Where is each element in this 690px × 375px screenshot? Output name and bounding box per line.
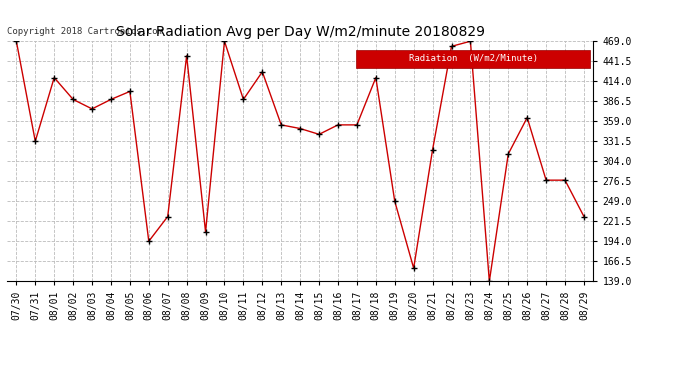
Title: Solar Radiation Avg per Day W/m2/minute 20180829: Solar Radiation Avg per Day W/m2/minute … — [116, 25, 484, 39]
Text: Radiation  (W/m2/Minute): Radiation (W/m2/Minute) — [408, 54, 538, 63]
FancyBboxPatch shape — [356, 50, 591, 68]
Text: Copyright 2018 Cartronics.com: Copyright 2018 Cartronics.com — [7, 27, 163, 36]
